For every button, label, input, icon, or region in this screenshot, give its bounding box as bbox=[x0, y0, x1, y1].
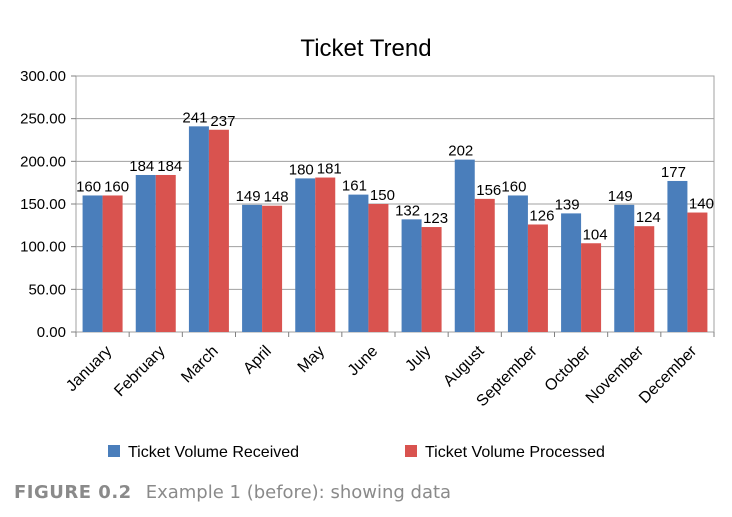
data-label: 126 bbox=[529, 207, 554, 224]
bar-received bbox=[454, 159, 475, 332]
bar-processed bbox=[421, 227, 442, 332]
bar-processed bbox=[634, 226, 655, 332]
data-label: 104 bbox=[583, 226, 608, 243]
x-tick-label: April bbox=[240, 343, 275, 378]
caption-text: Example 1 (before): showing data bbox=[145, 482, 452, 503]
bars bbox=[82, 126, 708, 332]
bar-received bbox=[82, 195, 103, 332]
x-tick-label: December bbox=[636, 342, 701, 407]
data-label: 123 bbox=[423, 210, 448, 227]
legend-swatch bbox=[108, 445, 120, 457]
bar-received bbox=[188, 126, 209, 332]
bar-processed bbox=[687, 212, 708, 332]
y-axis: 0.00 50.00 100.00 150.00 200.00 250.00 300.00 bbox=[20, 68, 76, 341]
bar-processed bbox=[527, 224, 548, 332]
y-tick-label: 50.00 bbox=[28, 281, 66, 298]
data-label: 184 bbox=[129, 158, 154, 175]
data-label: 156 bbox=[476, 182, 501, 199]
data-label: 149 bbox=[236, 188, 261, 205]
bar-received bbox=[295, 178, 316, 332]
bar-received bbox=[242, 204, 263, 332]
data-label: 140 bbox=[689, 196, 714, 213]
bar-received bbox=[348, 194, 369, 332]
data-label: 149 bbox=[608, 188, 633, 205]
data-label: 132 bbox=[395, 202, 420, 219]
bar-processed bbox=[208, 129, 229, 332]
data-label: 139 bbox=[555, 196, 580, 213]
bar-processed bbox=[315, 177, 336, 332]
x-tick-label: May bbox=[295, 343, 328, 376]
y-tick-label: 300.00 bbox=[20, 68, 66, 85]
x-tick-label: January bbox=[63, 343, 115, 395]
bar-received bbox=[401, 219, 422, 332]
x-tick-label: August bbox=[440, 342, 488, 390]
figure-caption: FIGURE 0.2 Example 1 (before): showing da… bbox=[14, 482, 451, 503]
bar-processed bbox=[155, 174, 176, 332]
data-label: 161 bbox=[342, 178, 367, 195]
y-tick-label: 0.00 bbox=[37, 324, 66, 341]
data-label: 181 bbox=[317, 161, 342, 178]
bar-processed bbox=[368, 204, 389, 332]
bar-processed bbox=[474, 198, 495, 332]
x-tick-label: July bbox=[402, 343, 434, 375]
y-tick-label: 100.00 bbox=[20, 239, 66, 256]
bar-chart: Ticket Trend 0.00 50.00 100.00 150.00 200.00… bbox=[20, 35, 715, 461]
x-tick-label: June bbox=[345, 343, 382, 380]
bar-received bbox=[667, 180, 688, 332]
data-label: 160 bbox=[76, 178, 101, 195]
y-tick-label: 200.00 bbox=[20, 153, 66, 170]
x-tick-label: February bbox=[111, 343, 168, 400]
bar-processed bbox=[581, 243, 602, 332]
data-label: 177 bbox=[661, 164, 686, 181]
legend: Ticket Volume Received Ticket Volume Proc… bbox=[108, 444, 605, 461]
figure-number: FIGURE 0.2 bbox=[14, 482, 132, 503]
bar-processed bbox=[262, 205, 283, 332]
bar-received bbox=[507, 195, 528, 332]
legend-label: Ticket Volume Processed bbox=[425, 444, 605, 461]
data-label: 160 bbox=[104, 178, 129, 195]
legend-swatch bbox=[405, 445, 417, 457]
data-label: 241 bbox=[182, 109, 207, 126]
data-label: 237 bbox=[210, 113, 235, 130]
x-tick-label: October bbox=[542, 342, 595, 395]
x-tick-label: March bbox=[178, 343, 221, 386]
data-label: 202 bbox=[448, 143, 473, 160]
y-tick-label: 150.00 bbox=[20, 196, 66, 213]
bar-processed bbox=[102, 195, 123, 332]
data-label: 124 bbox=[636, 209, 661, 226]
legend-label: Ticket Volume Received bbox=[128, 444, 299, 461]
data-label: 150 bbox=[370, 187, 395, 204]
bar-received bbox=[135, 174, 156, 332]
data-label: 160 bbox=[501, 178, 526, 195]
chart-title: Ticket Trend bbox=[300, 35, 431, 62]
data-label: 180 bbox=[289, 161, 314, 178]
data-label: 184 bbox=[157, 158, 182, 175]
y-tick-label: 250.00 bbox=[20, 111, 66, 128]
data-label: 148 bbox=[264, 189, 289, 206]
bar-received bbox=[561, 213, 582, 332]
bar-received bbox=[614, 204, 635, 332]
